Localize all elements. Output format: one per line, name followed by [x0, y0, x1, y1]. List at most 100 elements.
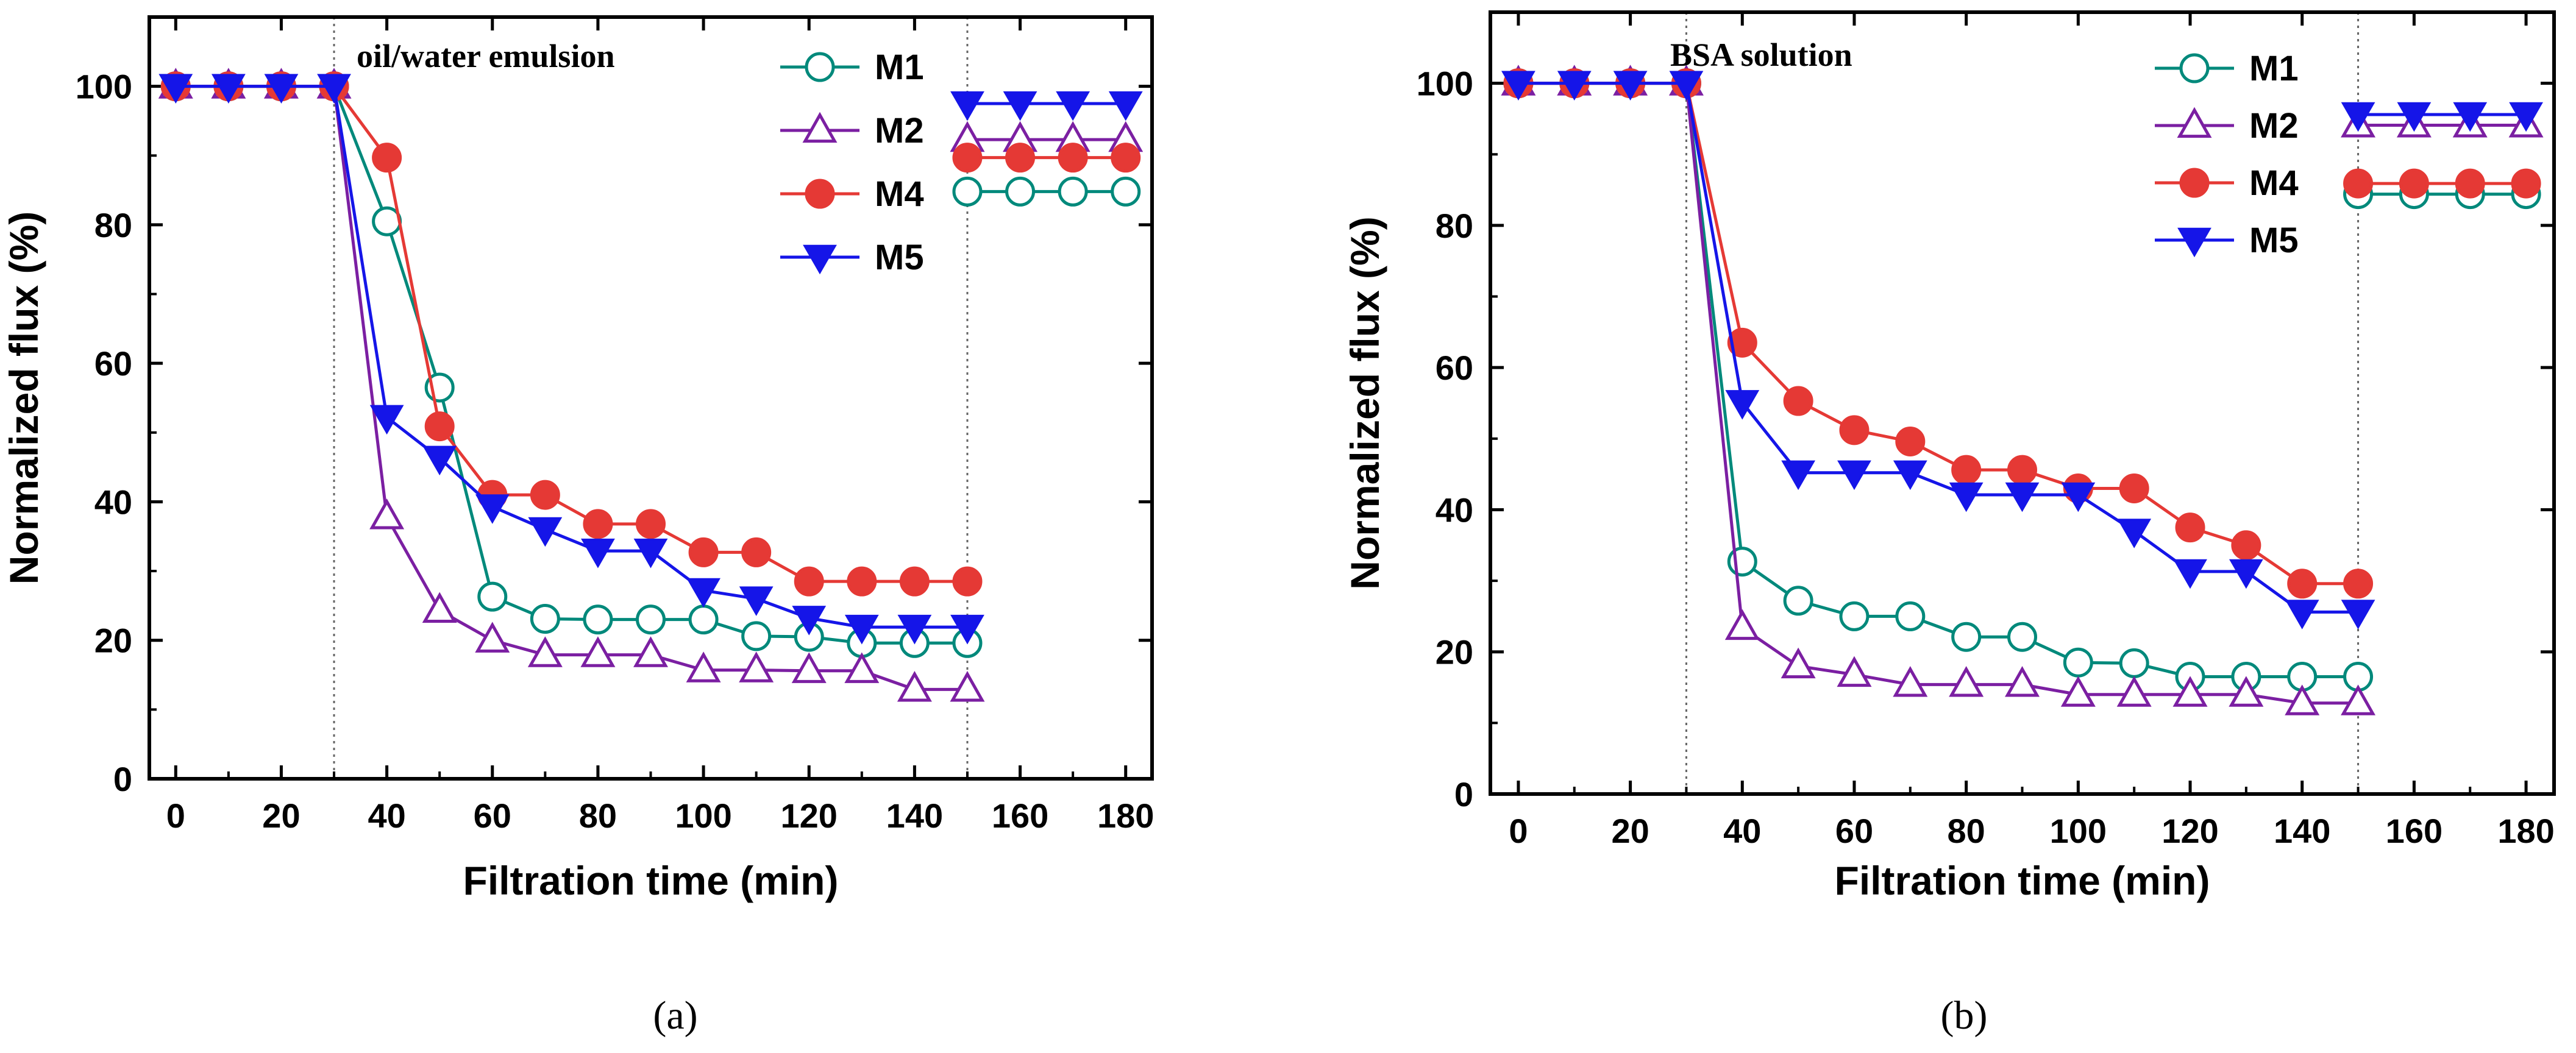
- data-point: [686, 651, 721, 682]
- data-point: [2341, 600, 2375, 629]
- x-tick-label: 60: [1835, 812, 1873, 850]
- data-point: [475, 494, 510, 524]
- y-axis-label: Normalized flux (%): [1342, 216, 1387, 589]
- x-tick-label: 140: [2274, 812, 2330, 850]
- legend-marker: [2177, 227, 2211, 258]
- plot-frame: [1489, 10, 2556, 796]
- data-point: [583, 509, 613, 539]
- series-m1: [160, 71, 1141, 658]
- x-tick-label: 20: [1611, 812, 1649, 850]
- data-point: [2287, 569, 2318, 599]
- panel-label-b: (b): [1941, 993, 1988, 1038]
- legend-marker: [802, 112, 838, 143]
- series-m5: [1501, 71, 2543, 629]
- x-tick-label: 120: [781, 796, 838, 835]
- x-tick-label: 40: [368, 796, 405, 835]
- data-point: [2341, 102, 2375, 132]
- legend-label: M2: [2249, 106, 2299, 146]
- x-tick-label: 100: [2050, 812, 2107, 850]
- data-point: [211, 74, 246, 104]
- data-point: [1839, 415, 1870, 445]
- data-point: [1837, 656, 1872, 687]
- data-point: [1557, 71, 1592, 101]
- chart-annotation: BSA solution: [1670, 37, 1852, 73]
- data-point: [2116, 676, 2152, 707]
- data-point: [2509, 102, 2543, 132]
- data-point: [1781, 460, 1816, 491]
- data-point: [952, 566, 983, 597]
- data-point: [369, 405, 404, 435]
- data-point: [1949, 665, 1984, 697]
- data-point: [1058, 143, 1088, 173]
- data-point: [1056, 91, 1091, 121]
- data-point: [847, 566, 877, 597]
- x-tick-label: 180: [2497, 812, 2554, 850]
- data-point: [2285, 600, 2319, 629]
- data-point: [844, 614, 879, 645]
- data-point: [1669, 71, 1704, 101]
- plot-frame: [148, 15, 1154, 781]
- data-point: [1111, 143, 1141, 173]
- data-point: [581, 538, 615, 569]
- chart-panel-a: 0 20 40 60 80 100 120 140 160 180 0 20 40 60 80 100 oil/…: [1, 15, 1154, 903]
- data-point: [2063, 647, 2093, 678]
- data-point: [2119, 473, 2149, 503]
- data-point: [422, 592, 457, 623]
- data-point: [791, 652, 827, 683]
- data-point: [1783, 586, 1813, 616]
- data-point: [477, 581, 508, 612]
- data-point: [372, 143, 402, 173]
- legend-marker: [805, 179, 835, 209]
- data-point: [580, 636, 616, 667]
- x-tick-label: 160: [992, 796, 1048, 835]
- data-point: [2511, 168, 2541, 199]
- data-point: [1058, 176, 1088, 207]
- data-point: [739, 651, 774, 682]
- data-point: [1893, 665, 1928, 697]
- data-point: [794, 566, 824, 597]
- data-point: [2285, 684, 2320, 715]
- data-point: [633, 636, 668, 667]
- data-point: [2060, 676, 2096, 707]
- data-point: [950, 671, 985, 702]
- data-point: [2005, 665, 2040, 697]
- series-m2: [1501, 65, 2544, 715]
- y-tick-label: 60: [1436, 349, 1473, 387]
- legend: M1 M2 M4 M5: [2155, 49, 2299, 260]
- data-point: [2172, 676, 2208, 707]
- data-point: [1839, 601, 1870, 631]
- data-point: [1837, 460, 1871, 491]
- series-line: [1518, 82, 2358, 586]
- panel-label-a: (a): [653, 993, 697, 1038]
- data-point: [475, 622, 510, 653]
- data-point: [1111, 176, 1141, 207]
- series-line: [176, 85, 967, 583]
- data-point: [369, 498, 405, 530]
- x-axis-label: Filtration time (min): [1835, 858, 2210, 903]
- data-point: [527, 636, 563, 667]
- series-line: [1518, 82, 2358, 679]
- data-point: [1727, 327, 1757, 358]
- y-tick-label: 100: [1417, 65, 1473, 103]
- data-point: [424, 411, 455, 442]
- legend-label: M5: [2249, 221, 2299, 260]
- data-point: [1005, 176, 1036, 207]
- data-point: [688, 537, 719, 567]
- series-line: [176, 85, 967, 645]
- data-point: [739, 586, 774, 616]
- data-point: [530, 604, 560, 634]
- y-tick-label: 60: [94, 344, 132, 383]
- data-point: [528, 517, 563, 547]
- data-point: [897, 614, 932, 645]
- data-point: [422, 445, 457, 476]
- data-point: [1613, 71, 1648, 101]
- data-point: [1724, 609, 1760, 640]
- legend-marker: [2179, 168, 2210, 198]
- legend-label: M4: [875, 174, 924, 214]
- data-point: [2341, 684, 2376, 715]
- legend-marker: [803, 244, 837, 275]
- data-point: [2343, 168, 2374, 199]
- data-point: [583, 604, 613, 635]
- legend-label: M4: [2249, 163, 2299, 203]
